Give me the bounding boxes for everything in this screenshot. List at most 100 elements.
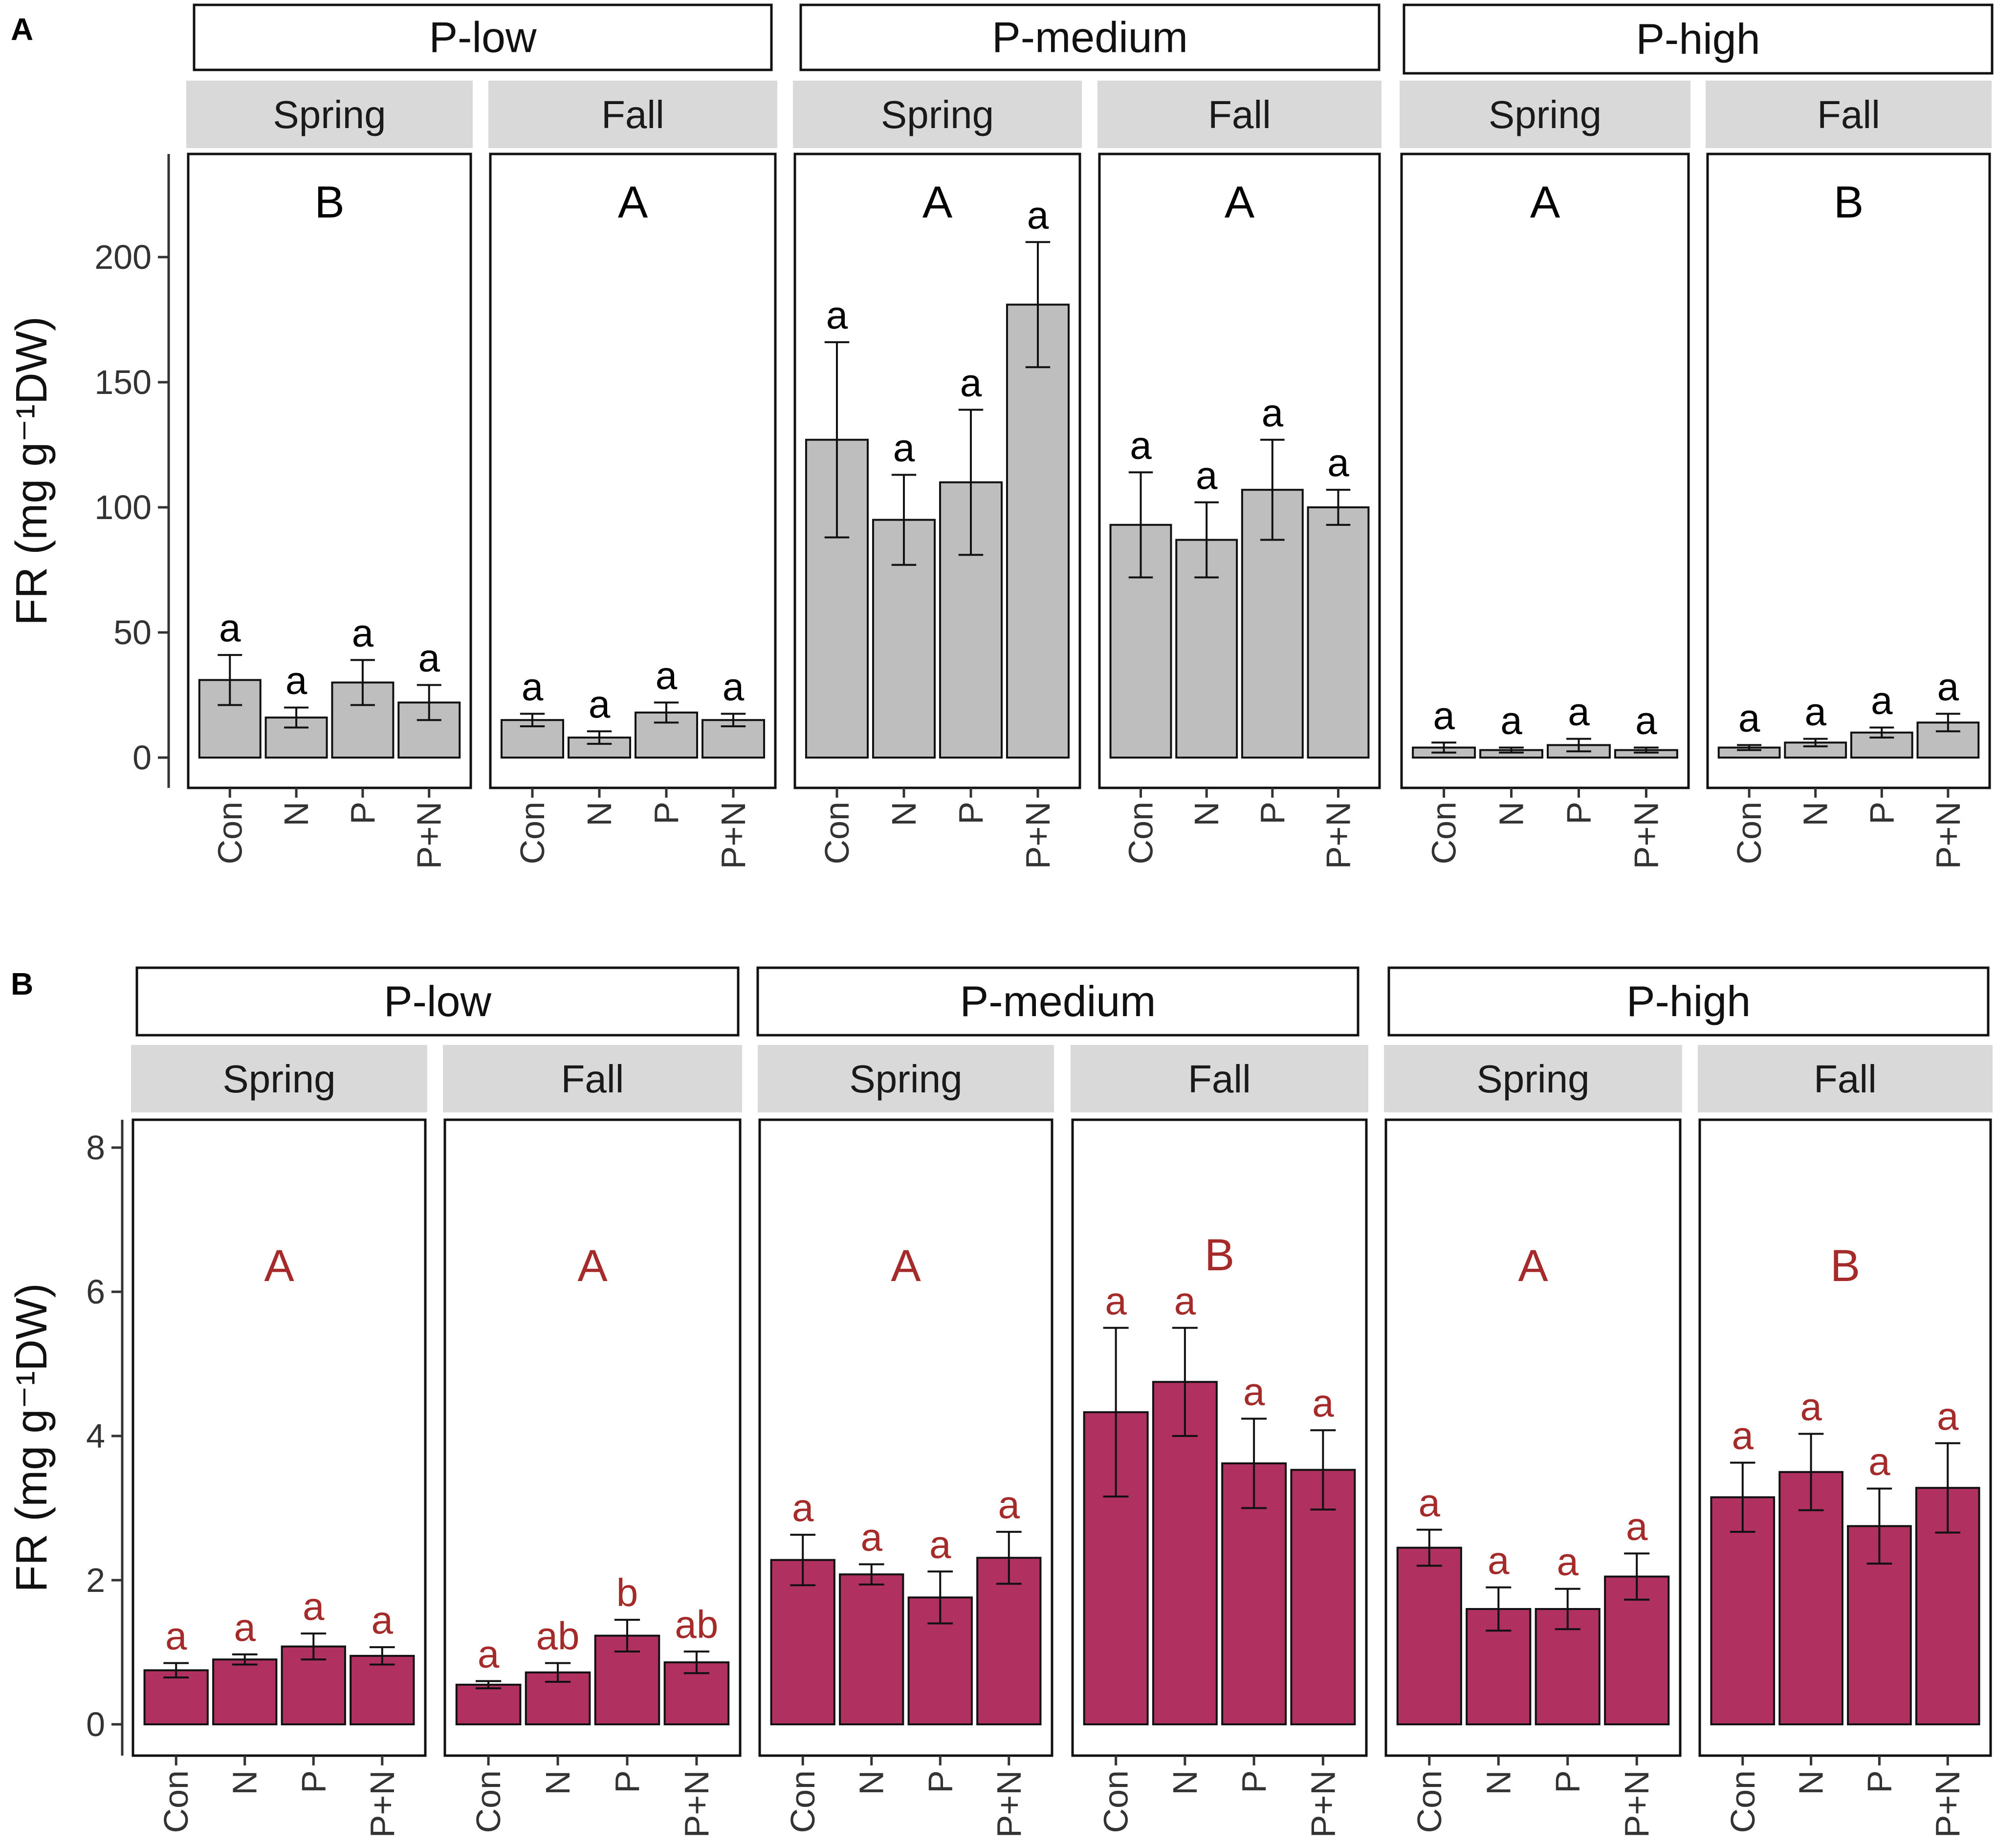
significance-letter: a: [1312, 1381, 1334, 1425]
group-P-low: P-low Spring a Con a Na Pa P+N A Fall a Con ab Nb Pab P…: [131, 966, 742, 1838]
facet-P-high-Fall: Fall a Con a Na Pa P+N B: [1706, 81, 1992, 869]
season-strip: [1400, 81, 1690, 148]
season-strip-label: Fall: [561, 1057, 624, 1101]
significance-letter: a: [1243, 1370, 1265, 1413]
significance-letter: a: [1174, 1279, 1196, 1323]
x-tick-label: N: [1492, 802, 1531, 826]
x-tick-label: Con: [1122, 802, 1160, 864]
significance-letter: a: [219, 606, 241, 650]
significance-letter: a: [1868, 1440, 1890, 1483]
x-tick-label: Con: [1724, 1770, 1762, 1833]
group-P-high: P-high Spring a Con a Na Pa P+N A Fall a Con a Na Pa P+…: [1384, 966, 1993, 1838]
x-tick-label: P+N: [714, 802, 752, 869]
y-axis-title: FR (mg g⁻¹DW): [7, 1283, 56, 1592]
x-tick-label: P: [294, 1770, 332, 1793]
significance-letter: a: [1568, 690, 1590, 734]
significance-letter: ab: [536, 1614, 580, 1658]
group-letter: B: [1205, 1230, 1234, 1280]
panel-label: B: [11, 966, 33, 1001]
significance-letter: a: [478, 1632, 500, 1676]
season-strip-label: Spring: [881, 93, 994, 136]
group-strip-label: P-low: [384, 977, 491, 1025]
season-strip: [758, 1045, 1054, 1112]
facet-P-high-Fall: Fall a Con a Na Pa P+N B: [1698, 1045, 1993, 1838]
group-letter: A: [264, 1241, 294, 1291]
x-tick-label: N: [1797, 802, 1835, 826]
season-strip-label: Fall: [1814, 1057, 1877, 1101]
significance-letter: a: [1800, 1385, 1822, 1429]
season-strip-label: Spring: [222, 1057, 335, 1101]
x-tick-label: N: [1187, 802, 1226, 826]
significance-letter: a: [1937, 1394, 1959, 1438]
x-tick-label: N: [277, 802, 315, 826]
group-strip: [135, 966, 740, 1037]
group-strip-label: P-medium: [992, 13, 1188, 62]
season-strip-label: Spring: [849, 1057, 962, 1101]
bar: [839, 1573, 904, 1725]
significance-letter: a: [1635, 699, 1657, 742]
significance-letter: a: [1196, 454, 1218, 497]
x-tick-label: P: [647, 802, 685, 825]
significance-letter: a: [1130, 423, 1152, 467]
group-P-medium: P-medium Spring a Con a Na Pa P+N A Fall a Con a Na Pa…: [756, 966, 1368, 1838]
significance-letter: a: [303, 1585, 325, 1628]
significance-letter: a: [656, 653, 678, 697]
x-tick-label: Con: [1730, 802, 1768, 864]
group-strip-label: P-low: [429, 13, 536, 62]
significance-letter: a: [1871, 679, 1893, 722]
x-tick-label: Con: [818, 802, 856, 864]
significance-letter: a: [1937, 665, 1959, 708]
x-tick-label: P+N: [410, 802, 448, 869]
plot-area: [1706, 152, 1991, 789]
significance-letter: a: [723, 665, 745, 708]
significance-letter: a: [1626, 1504, 1648, 1548]
season-strip: [186, 81, 473, 148]
season-strip: [1097, 81, 1382, 148]
x-tick-label: P: [921, 1770, 959, 1793]
x-tick-label: N: [885, 802, 923, 826]
x-tick-label: P+N: [1304, 1770, 1342, 1838]
x-tick-label: Con: [211, 802, 249, 864]
facet-P-low-Spring: Spring a Con a Na Pa P+N A: [131, 1045, 427, 1838]
season-strip: [793, 81, 1082, 148]
significance-letter: a: [1738, 696, 1760, 739]
group-P-low: P-low Spring a Con a Na Pa P+N B Fall a Con a Na Pa P+N…: [186, 3, 777, 869]
x-tick-label: Con: [1097, 1770, 1135, 1833]
plot-area: [1400, 152, 1690, 789]
y-tick-label: 8: [86, 1129, 105, 1167]
group-letter: A: [1225, 177, 1255, 227]
season-strip-label: Fall: [601, 93, 664, 136]
season-strip: [488, 81, 777, 148]
x-tick-label: P+N: [1929, 802, 1967, 869]
group-letter: A: [1518, 1241, 1548, 1291]
significance-letter: a: [1732, 1414, 1754, 1457]
x-tick-label: N: [580, 802, 618, 826]
x-tick-label: N: [1166, 1770, 1204, 1795]
group-strip-label: P-high: [1626, 977, 1751, 1025]
significance-letter: a: [1105, 1279, 1127, 1323]
y-tick-label: 200: [94, 238, 152, 276]
x-tick-label: N: [1479, 1770, 1517, 1795]
significance-letter: a: [1419, 1481, 1441, 1524]
x-tick-label: P+N: [1319, 802, 1357, 869]
group-strip-label: P-medium: [960, 977, 1156, 1025]
bar: [455, 1683, 522, 1725]
group-strip: [193, 3, 773, 71]
group-strip: [756, 966, 1360, 1037]
facet-P-low-Fall: Fall a Con ab Nb Pab P+N A: [443, 1045, 742, 1838]
season-strip: [1706, 81, 1992, 148]
panel-B: B 0 2 4 6 8 FR (mg g⁻¹DW) P-low Spring a Con a Na Pa P…: [7, 966, 1993, 1838]
season-strip-label: Spring: [1476, 1057, 1589, 1101]
group-letter: A: [618, 177, 648, 227]
significance-letter: a: [1327, 441, 1349, 484]
season-strip-label: Fall: [1208, 93, 1271, 136]
significance-letter: a: [1027, 193, 1049, 237]
x-tick-label: P: [1235, 1770, 1273, 1793]
x-tick-label: P: [1559, 802, 1598, 825]
group-strip: [1403, 3, 1994, 75]
x-tick-label: P: [1549, 1770, 1587, 1793]
season-strip: [1071, 1045, 1368, 1112]
significance-letter: a: [1557, 1540, 1579, 1584]
x-tick-label: Con: [1425, 802, 1463, 864]
